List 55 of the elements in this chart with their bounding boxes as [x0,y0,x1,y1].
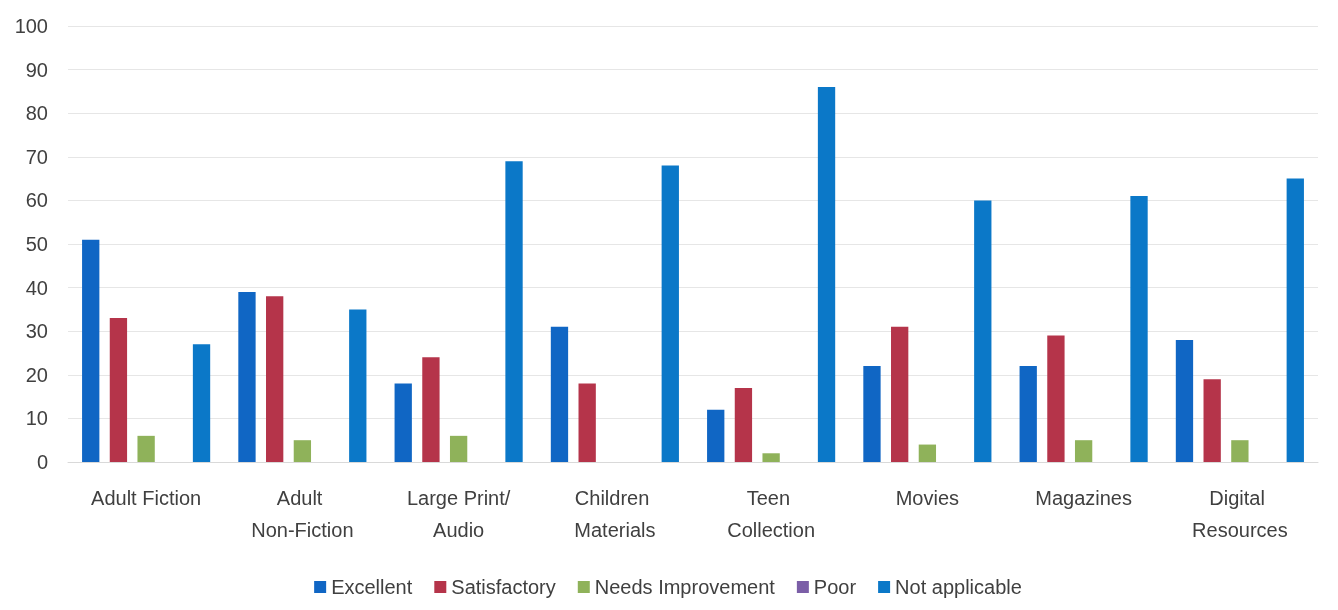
y-tick-label: 10 [25,407,48,430]
y-tick-label: 20 [25,363,48,386]
bar [1130,196,1148,462]
bar [550,326,569,462]
bar [1047,335,1065,462]
bar [1286,178,1304,462]
bar [293,440,312,462]
legend-label: Excellent [331,576,413,598]
x-tick-label: Teen Collection [727,487,816,541]
y-tick-label: 70 [25,145,48,168]
bar [891,326,909,462]
bar [707,409,725,462]
bar [918,444,937,462]
bar [137,435,155,462]
y-tick-label: 80 [25,102,48,125]
legend-label: Needs Improvement [594,576,776,598]
y-tick-label: 0 [36,451,48,473]
bar [349,309,367,462]
y-tick-label: 100 [14,15,48,37]
bar [863,366,881,462]
bar [762,453,780,462]
bar [192,344,211,462]
bar [1175,339,1194,462]
bar [266,296,284,462]
bar [449,435,468,462]
legend-label: Not applicable [895,576,1022,598]
bar [1203,379,1221,462]
x-tick-label: Digital Resources [1192,487,1288,541]
y-tick-label: 30 [25,320,48,343]
bar [82,239,100,462]
bar [238,291,256,462]
bar [1019,366,1037,462]
bar [109,318,128,462]
bar [578,383,596,462]
x-tick-label: Magazines [1035,487,1132,509]
x-tick-label: Adult Non-Fiction [251,487,354,541]
x-tick-label: Movies [895,487,960,509]
bar [505,161,523,462]
x-tick-label: Large Print/Audio [406,487,511,541]
bar [394,383,412,462]
bar [422,357,440,462]
bar [734,387,753,462]
bar [1074,440,1093,462]
x-tick-label: Adult Fiction [91,487,202,509]
bar [974,200,992,462]
legend-label: Satisfactory [451,576,556,598]
bar [661,165,679,462]
bar [817,87,836,462]
bar [1231,440,1249,462]
y-tick-label: 60 [25,189,48,212]
y-tick-label: 90 [25,58,48,81]
y-tick-label: 40 [25,276,48,299]
legend-label: Poor [813,576,857,598]
x-tick-label: Children Materials [574,487,656,541]
y-tick-label: 50 [25,233,48,255]
